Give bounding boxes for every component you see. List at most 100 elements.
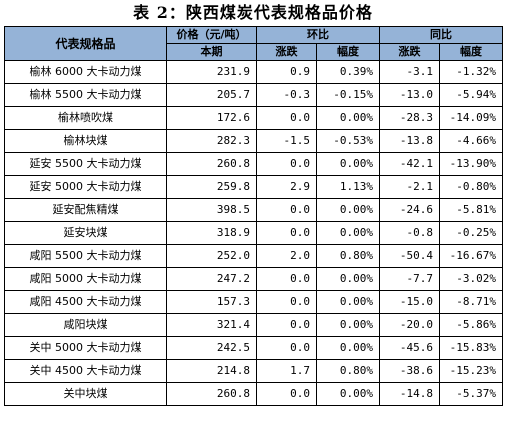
product-name: 延安 5000 大卡动力煤 xyxy=(4,175,167,199)
yoy-pct: -5.94% xyxy=(439,83,503,107)
yoy-change: -13.8 xyxy=(379,129,440,153)
yoy-change: -7.7 xyxy=(379,267,440,291)
product-name: 榆林喷吹煤 xyxy=(4,106,167,130)
table-row: 咸阳 5500 大卡动力煤 252.0 2.0 0.80% -50.4 -16.67% xyxy=(4,244,503,268)
mom-change: 0.0 xyxy=(256,313,317,337)
product-name: 榆林 5500 大卡动力煤 xyxy=(4,83,167,107)
yoy-change: -45.6 xyxy=(379,336,440,360)
mom-change: 0.0 xyxy=(256,221,317,245)
yoy-pct: -14.09% xyxy=(439,106,503,130)
product-name: 关中 4500 大卡动力煤 xyxy=(4,359,167,383)
header-mom-pct: 幅度 xyxy=(316,43,380,61)
mom-change: 0.0 xyxy=(256,267,317,291)
mom-change: 0.0 xyxy=(256,336,317,360)
yoy-change: -15.0 xyxy=(379,290,440,314)
header-current: 本期 xyxy=(166,43,257,61)
table-row: 关中 4500 大卡动力煤 214.8 1.7 0.80% -38.6 -15.23% xyxy=(4,359,503,383)
mom-change: 0.0 xyxy=(256,106,317,130)
yoy-change: -0.8 xyxy=(379,221,440,245)
yoy-pct: -8.71% xyxy=(439,290,503,314)
table-row: 关中块煤 260.8 0.0 0.00% -14.8 -5.37% xyxy=(4,382,503,406)
coal-price-table: 代表规格品 价格（元/吨） 环比 同比 本期 涨跌 幅度 涨跌 幅度 榆林 60… xyxy=(4,26,503,406)
yoy-change: -50.4 xyxy=(379,244,440,268)
mom-pct: 0.39% xyxy=(316,60,380,84)
table-row: 关中 5000 大卡动力煤 242.5 0.0 0.00% -45.6 -15.83% xyxy=(4,336,503,360)
header-yoy-pct: 幅度 xyxy=(439,43,503,61)
table-row: 延安 5000 大卡动力煤 259.8 2.9 1.13% -2.1 -0.80% xyxy=(4,175,503,199)
current-price: 172.6 xyxy=(166,106,257,130)
table-title: 表 2：陕西煤炭代表规格品价格 xyxy=(133,3,373,22)
mom-change: 2.0 xyxy=(256,244,317,268)
product-name: 咸阳块煤 xyxy=(4,313,167,337)
yoy-change: -13.0 xyxy=(379,83,440,107)
yoy-pct: -15.23% xyxy=(439,359,503,383)
table-row: 榆林 5500 大卡动力煤 205.7 -0.3 -0.15% -13.0 -5.94% xyxy=(4,83,503,107)
yoy-pct: -5.37% xyxy=(439,382,503,406)
yoy-pct: -4.66% xyxy=(439,129,503,153)
mom-change: 1.7 xyxy=(256,359,317,383)
mom-pct: 0.00% xyxy=(316,313,380,337)
product-name: 延安 5500 大卡动力煤 xyxy=(4,152,167,176)
mom-change: -1.5 xyxy=(256,129,317,153)
mom-change: 0.0 xyxy=(256,198,317,222)
current-price: 398.5 xyxy=(166,198,257,222)
product-name: 关中块煤 xyxy=(4,382,167,406)
product-name: 咸阳 5000 大卡动力煤 xyxy=(4,267,167,291)
mom-change: 0.9 xyxy=(256,60,317,84)
table-row: 榆林 6000 大卡动力煤 231.9 0.9 0.39% -3.1 -1.32% xyxy=(4,60,503,84)
yoy-pct: -13.90% xyxy=(439,152,503,176)
yoy-pct: -3.02% xyxy=(439,267,503,291)
mom-change: -0.3 xyxy=(256,83,317,107)
table-row: 咸阳 4500 大卡动力煤 157.3 0.0 0.00% -15.0 -8.71% xyxy=(4,290,503,314)
mom-pct: 0.00% xyxy=(316,152,380,176)
yoy-change: -3.1 xyxy=(379,60,440,84)
current-price: 260.8 xyxy=(166,382,257,406)
current-price: 231.9 xyxy=(166,60,257,84)
mom-pct: -0.15% xyxy=(316,83,380,107)
yoy-change: -38.6 xyxy=(379,359,440,383)
current-price: 321.4 xyxy=(166,313,257,337)
current-price: 157.3 xyxy=(166,290,257,314)
yoy-pct: -5.86% xyxy=(439,313,503,337)
mom-change: 0.0 xyxy=(256,152,317,176)
mom-pct: 0.00% xyxy=(316,382,380,406)
yoy-change: -20.0 xyxy=(379,313,440,337)
product-name: 咸阳 4500 大卡动力煤 xyxy=(4,290,167,314)
mom-pct: 0.80% xyxy=(316,244,380,268)
yoy-pct: -16.67% xyxy=(439,244,503,268)
table-row: 咸阳块煤 321.4 0.0 0.00% -20.0 -5.86% xyxy=(4,313,503,337)
mom-change: 0.0 xyxy=(256,382,317,406)
mom-pct: 0.00% xyxy=(316,336,380,360)
current-price: 247.2 xyxy=(166,267,257,291)
header-yoy-change: 涨跌 xyxy=(379,43,440,61)
header-mom: 环比 xyxy=(256,26,380,44)
yoy-pct: -1.32% xyxy=(439,60,503,84)
table-row: 榆林喷吹煤 172.6 0.0 0.00% -28.3 -14.09% xyxy=(4,106,503,130)
header-mom-change: 涨跌 xyxy=(256,43,317,61)
yoy-change: -14.8 xyxy=(379,382,440,406)
yoy-change: -28.3 xyxy=(379,106,440,130)
header-yoy: 同比 xyxy=(379,26,503,44)
mom-pct: 0.00% xyxy=(316,267,380,291)
mom-pct: 0.80% xyxy=(316,359,380,383)
current-price: 214.8 xyxy=(166,359,257,383)
yoy-pct: -0.25% xyxy=(439,221,503,245)
yoy-change: -2.1 xyxy=(379,175,440,199)
table-row: 榆林块煤 282.3 -1.5 -0.53% -13.8 -4.66% xyxy=(4,129,503,153)
current-price: 242.5 xyxy=(166,336,257,360)
current-price: 252.0 xyxy=(166,244,257,268)
yoy-change: -24.6 xyxy=(379,198,440,222)
current-price: 260.8 xyxy=(166,152,257,176)
table-row: 延安块煤 318.9 0.0 0.00% -0.8 -0.25% xyxy=(4,221,503,245)
mom-change: 0.0 xyxy=(256,290,317,314)
product-name: 延安块煤 xyxy=(4,221,167,245)
product-name: 关中 5000 大卡动力煤 xyxy=(4,336,167,360)
mom-pct: 0.00% xyxy=(316,198,380,222)
yoy-change: -42.1 xyxy=(379,152,440,176)
table-row: 延安配焦精煤 398.5 0.0 0.00% -24.6 -5.81% xyxy=(4,198,503,222)
yoy-pct: -5.81% xyxy=(439,198,503,222)
current-price: 259.8 xyxy=(166,175,257,199)
yoy-pct: -0.80% xyxy=(439,175,503,199)
table-row: 咸阳 5000 大卡动力煤 247.2 0.0 0.00% -7.7 -3.02% xyxy=(4,267,503,291)
header-price: 价格（元/吨） xyxy=(166,26,257,44)
